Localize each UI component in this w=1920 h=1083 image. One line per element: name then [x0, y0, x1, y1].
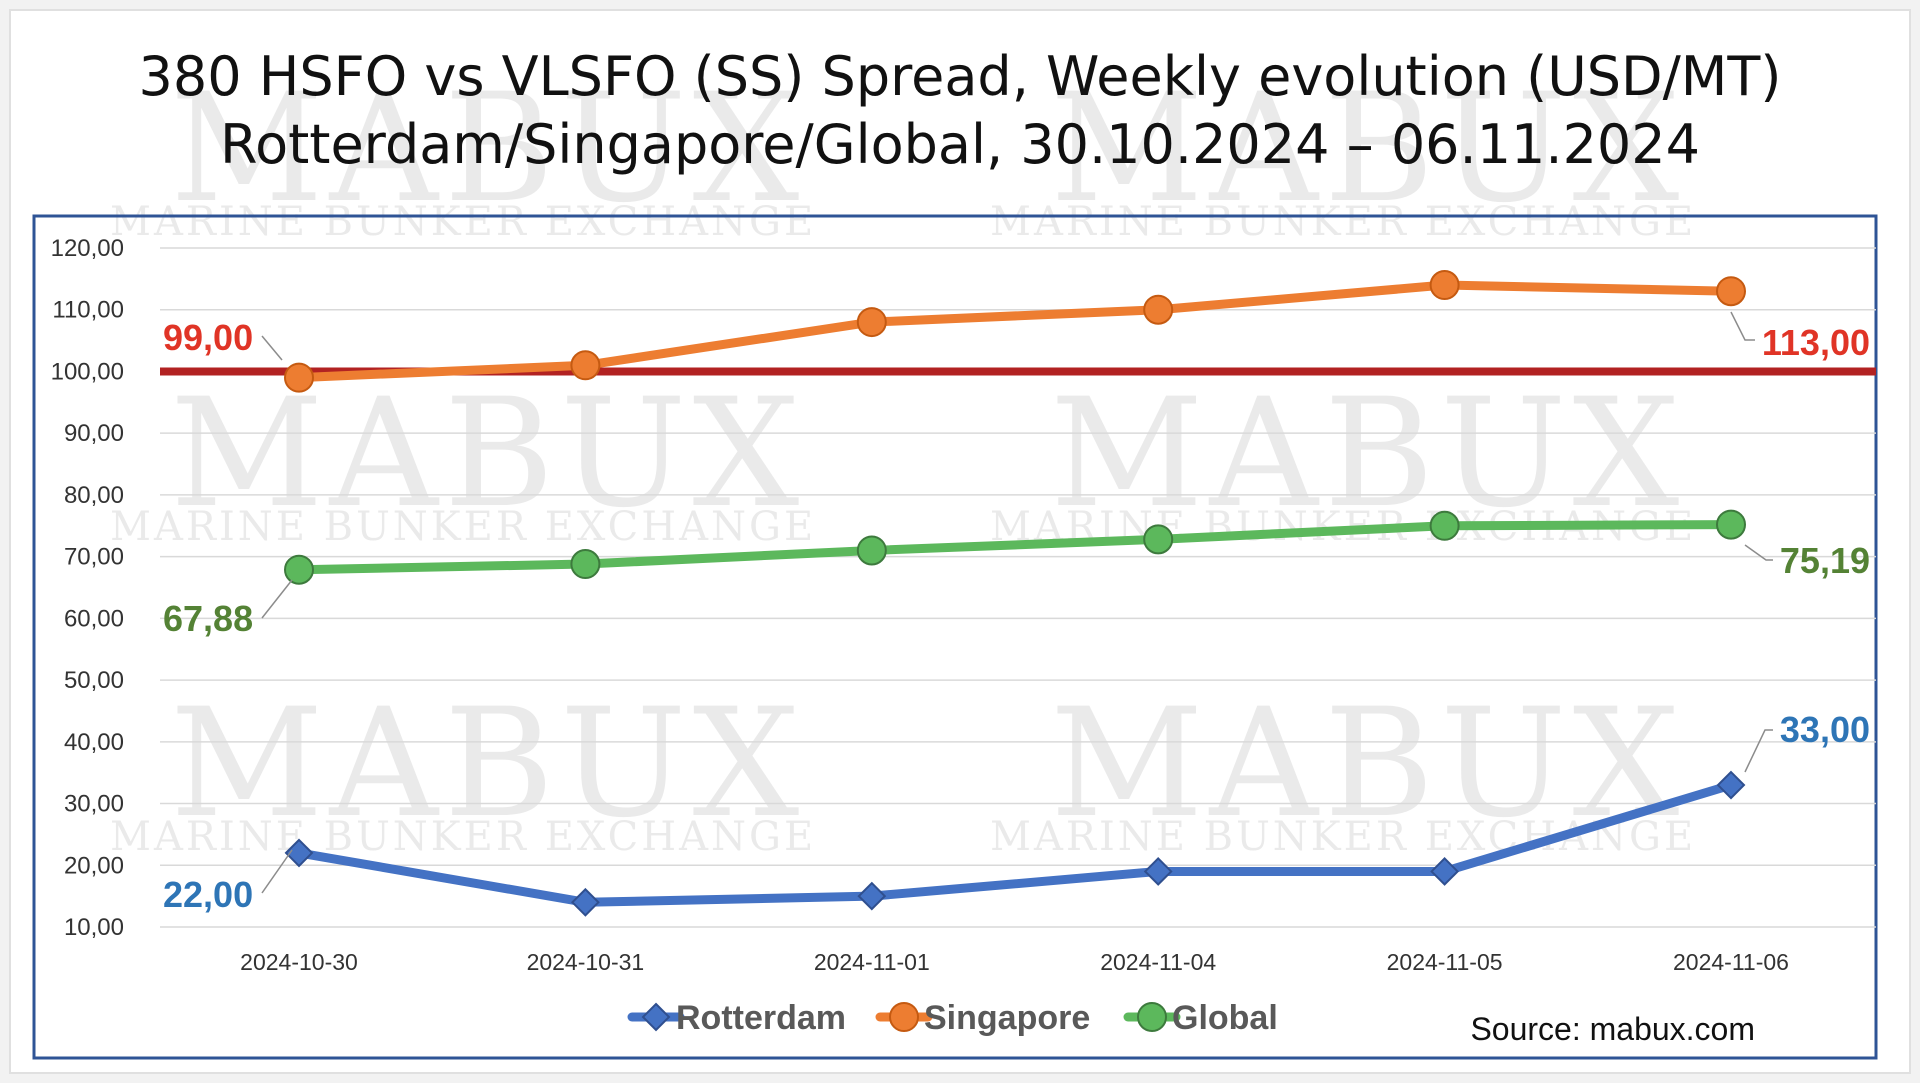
- leader-line-global: [261, 579, 293, 619]
- x-tick-label: 2024-11-06: [1673, 949, 1789, 975]
- y-tick-label: 60,00: [64, 605, 124, 632]
- leader-line-rotterdam: [1744, 729, 1773, 773]
- y-tick-label: 30,00: [64, 791, 124, 818]
- legend-label-rotterdam: Rotterdam: [676, 999, 846, 1037]
- series-global: [284, 509, 1746, 585]
- y-tick-label: 40,00: [64, 729, 124, 756]
- series-singapore: [284, 270, 1746, 393]
- data-point-global: [856, 535, 887, 566]
- legend-item-global: Global: [1123, 999, 1278, 1037]
- legend-label-global: Global: [1172, 999, 1278, 1037]
- watermark-tagline: MARINE BUNKER EXCHANGE: [110, 199, 816, 245]
- y-tick-label: 80,00: [64, 482, 124, 509]
- y-tick-label: 100,00: [51, 358, 124, 385]
- data-point-rotterdam: [857, 881, 887, 911]
- legend-marker-global: [1137, 1002, 1167, 1032]
- data-point-singapore: [1716, 276, 1746, 307]
- data-labels: 99,00 113,00 67,88 75,19 22,00 33,00: [163, 311, 1870, 915]
- watermark-tagline: MARINE BUNKER EXCHANGE: [990, 814, 1696, 860]
- y-tick-label: 90,00: [64, 420, 124, 447]
- legend-item-rotterdam: Rotterdam: [627, 999, 846, 1037]
- watermark-brand: MABUX: [170, 367, 805, 541]
- gridlines: [160, 247, 1876, 928]
- x-tick-label: 2024-10-30: [240, 949, 358, 975]
- x-axis-ticks: 2024-10-30 2024-10-31 2024-11-01 2024-11-04…: [240, 949, 1789, 975]
- watermark-brand: MABUX: [170, 677, 805, 851]
- watermark-brand: MABUX: [170, 62, 805, 236]
- data-label-global: 67,88: [163, 598, 253, 639]
- data-point-global: [1143, 524, 1174, 555]
- x-tick-label: 2024-11-01: [814, 949, 930, 975]
- watermark-brand: MABUX: [1050, 677, 1685, 851]
- data-point-global: [570, 549, 601, 580]
- data-label-rotterdam: 33,00: [1780, 709, 1870, 750]
- data-point-singapore: [284, 362, 314, 393]
- data-point-singapore: [856, 307, 887, 338]
- legend-marker-singapore: [889, 1002, 919, 1032]
- y-axis-ticks: 10,00 20,00 30,00 40,00 50,00 60,00 70,00 80,00…: [51, 235, 124, 941]
- legend-label-singapore: Singapore: [924, 999, 1090, 1037]
- watermark-tagline: MARINE BUNKER EXCHANGE: [110, 504, 816, 550]
- y-tick-label: 50,00: [64, 667, 124, 694]
- data-label-global: 75,19: [1780, 540, 1870, 581]
- data-point-singapore: [1429, 270, 1460, 301]
- leader-line-global: [1744, 544, 1773, 561]
- data-point-rotterdam: [1143, 857, 1173, 886]
- data-point-rotterdam: [1430, 857, 1460, 886]
- x-tick-label: 2024-11-05: [1387, 949, 1503, 975]
- x-tick-label: 2024-11-04: [1100, 949, 1216, 975]
- chart-title-line2: Rotterdam/Singapore/Global, 30.10.2024 –…: [220, 113, 1700, 176]
- y-tick-label: 120,00: [51, 235, 124, 262]
- y-tick-label: 10,00: [64, 914, 124, 941]
- data-point-rotterdam: [1716, 770, 1746, 800]
- series-line-singapore: [294, 280, 1736, 383]
- data-label-singapore: 113,00: [1762, 322, 1870, 363]
- leader-line-singapore: [1730, 311, 1755, 341]
- legend-marker-rotterdam: [641, 1002, 671, 1032]
- leader-line-rotterdam: [261, 849, 293, 894]
- x-tick-label: 2024-10-31: [527, 949, 645, 975]
- watermark-tagline: MARINE BUNKER EXCHANGE: [990, 199, 1696, 245]
- leader-line-singapore: [261, 335, 283, 361]
- source-note: Source: mabux.com: [1470, 1011, 1755, 1047]
- data-point-singapore: [1143, 294, 1174, 325]
- data-point-singapore: [570, 350, 601, 381]
- legend-item-singapore: Singapore: [875, 999, 1090, 1037]
- data-point-global: [1716, 509, 1746, 540]
- series-line-global: [294, 520, 1736, 575]
- data-point-global: [1429, 510, 1460, 541]
- watermark-brand: MABUX: [1050, 367, 1685, 541]
- chart-title-line1: 380 HSFO vs VLSFO (SS) Spread, Weekly ev…: [139, 45, 1782, 108]
- slide-background: [9, 9, 1911, 1074]
- watermark-brand: MABUX: [1050, 62, 1685, 236]
- data-point-rotterdam: [570, 887, 600, 917]
- plot-frame: [32, 214, 1878, 1060]
- series-layer: [284, 270, 1746, 917]
- watermark-tagline: MARINE BUNKER EXCHANGE: [110, 814, 816, 860]
- data-point-rotterdam: [284, 838, 314, 868]
- legend: Rotterdam Singapore Global: [627, 999, 1278, 1037]
- series-rotterdam: [284, 770, 1746, 917]
- data-label-singapore: 99,00: [163, 317, 253, 358]
- data-label-rotterdam: 22,00: [163, 874, 253, 915]
- data-point-global: [284, 554, 314, 585]
- series-line-rotterdam: [294, 780, 1736, 907]
- y-tick-label: 110,00: [52, 297, 124, 324]
- y-tick-label: 70,00: [64, 544, 124, 571]
- y-tick-label: 20,00: [64, 852, 124, 879]
